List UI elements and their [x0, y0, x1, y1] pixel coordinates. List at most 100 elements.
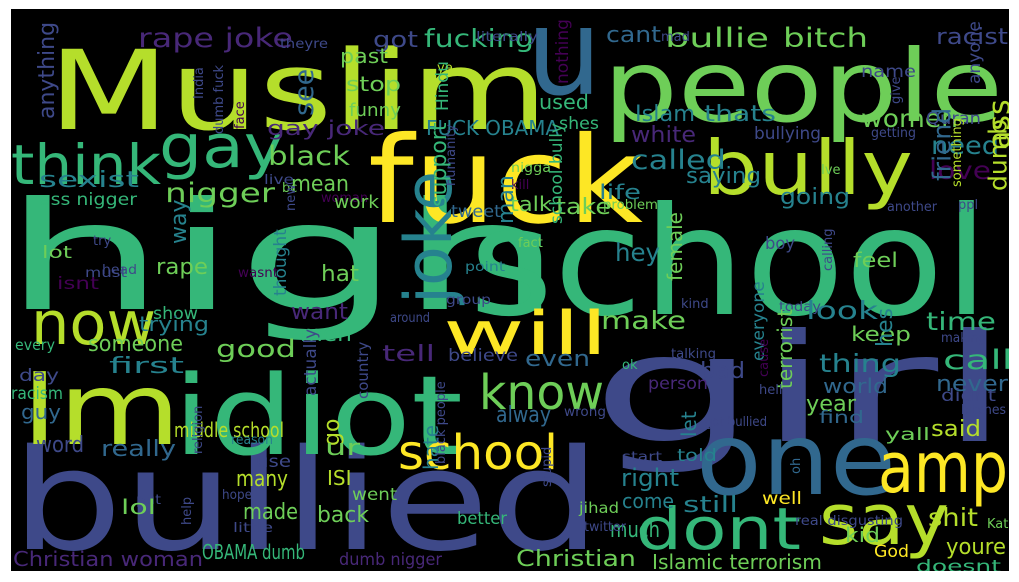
word-literally: literally — [476, 30, 538, 45]
word-new: new — [284, 184, 299, 211]
word-went: went — [352, 485, 397, 505]
word-twitter: twitter — [584, 520, 627, 535]
word-want: want — [291, 300, 348, 325]
word-women: women — [861, 104, 958, 133]
word-give: give — [889, 76, 904, 104]
word-shes: shes — [559, 114, 599, 134]
word-guy: guy — [21, 400, 61, 424]
word-joke: joke — [392, 171, 467, 306]
word-kat: Kat — [987, 517, 1008, 532]
word-everyone: everyone — [749, 281, 769, 361]
word-bullying: bullying — [754, 124, 821, 144]
word-first: first — [109, 354, 185, 379]
word-reason: reason — [231, 433, 273, 448]
word-ive: Ive — [821, 163, 841, 178]
word-live: live — [264, 173, 294, 188]
word-right: right — [621, 464, 679, 492]
word-doesnt: doesnt — [916, 557, 1001, 571]
word-let: let — [677, 411, 701, 437]
word-bc: bc — [282, 181, 297, 196]
word-problem: problem — [603, 198, 658, 213]
word-really: really — [101, 437, 176, 462]
word-getting: getting — [871, 126, 916, 141]
word-high: high — [11, 171, 563, 345]
word-obama-dumb: OBAMA dumb — [202, 540, 305, 564]
word-said: said — [931, 417, 981, 442]
word-alway: alway — [496, 403, 551, 428]
word-good: good — [216, 335, 296, 363]
word-school: school — [469, 176, 989, 350]
word-india: India — [192, 67, 207, 99]
word-female: female — [663, 212, 687, 281]
word-wrong: wrong — [564, 405, 606, 420]
word-come: come — [622, 489, 674, 513]
word-fuck: fuck — [368, 112, 644, 251]
word-used: used — [539, 90, 589, 114]
word-school: school — [398, 425, 558, 481]
word-around: around — [390, 311, 430, 326]
word-life: life — [599, 180, 641, 204]
word-one: one — [696, 401, 896, 518]
word-world: world — [823, 374, 888, 398]
word-something: something — [950, 118, 965, 187]
word-someone: someone — [88, 332, 183, 357]
word-racism: racism — [11, 384, 63, 404]
word-love: love — [929, 156, 991, 185]
word-little: little — [233, 521, 273, 536]
word-bully: bully — [703, 124, 913, 212]
word-help: help — [180, 497, 195, 525]
word-every: every — [15, 336, 55, 354]
word-use: use — [256, 452, 291, 472]
word-now: now — [31, 289, 156, 359]
word-person: person — [648, 374, 708, 394]
word-boy: boy — [765, 234, 795, 254]
word-say: say — [819, 479, 949, 561]
word-work: work — [334, 192, 380, 213]
word-word: word — [36, 433, 84, 458]
word-believe: believe — [448, 346, 518, 366]
word-ass: ass — [983, 99, 1009, 149]
word-many: many — [236, 467, 288, 492]
word-kid: kid — [845, 523, 880, 547]
word-hate: hate — [419, 425, 443, 470]
word-ppl: ppl — [958, 198, 978, 213]
word-keep: keep — [851, 322, 911, 346]
word-girl: girl — [591, 303, 1009, 477]
word-bitch: bitch — [783, 23, 868, 54]
word-show: show — [153, 304, 198, 324]
word-yall: yall — [885, 425, 930, 445]
word-stop: stop — [346, 72, 401, 96]
word-shit: shit — [928, 503, 978, 532]
word-trying: trying — [139, 312, 209, 336]
word-made: made — [243, 500, 298, 525]
word-even: even — [525, 347, 590, 372]
word-put: put — [136, 493, 161, 508]
word-need: need — [931, 131, 999, 160]
word-go: go — [320, 419, 345, 446]
word-lol: lol — [121, 495, 156, 519]
word-still: still — [683, 493, 738, 518]
word-going: going — [780, 185, 850, 210]
word-head: head — [102, 263, 137, 278]
word-hes: hes — [873, 308, 898, 347]
word-told: told — [677, 446, 717, 466]
word-kind: kind — [681, 297, 709, 312]
word-nigger: nigger — [165, 178, 276, 209]
word-try: try — [93, 234, 111, 249]
word-feel: feel — [853, 248, 898, 272]
word-school-bully: school bully — [547, 123, 567, 224]
word-cant: cant — [606, 23, 661, 48]
word-fuck-obama: FUCK OBAMA — [426, 116, 559, 140]
word-gay-joke: gay joke — [267, 116, 385, 140]
word-mad: mad — [661, 30, 690, 45]
word-will: will — [443, 299, 608, 369]
word-fact: fact — [518, 236, 543, 251]
word-calling: calling — [821, 229, 836, 271]
word-start: start — [622, 450, 662, 465]
word-muslim: Muslim — [48, 27, 548, 155]
word-group: group — [446, 293, 491, 308]
word-isi: ISI — [327, 466, 352, 490]
word-stupid: stupid — [540, 447, 555, 487]
word-making: making — [941, 331, 986, 346]
word-dumb-fuck: dumb fuck — [212, 64, 227, 134]
